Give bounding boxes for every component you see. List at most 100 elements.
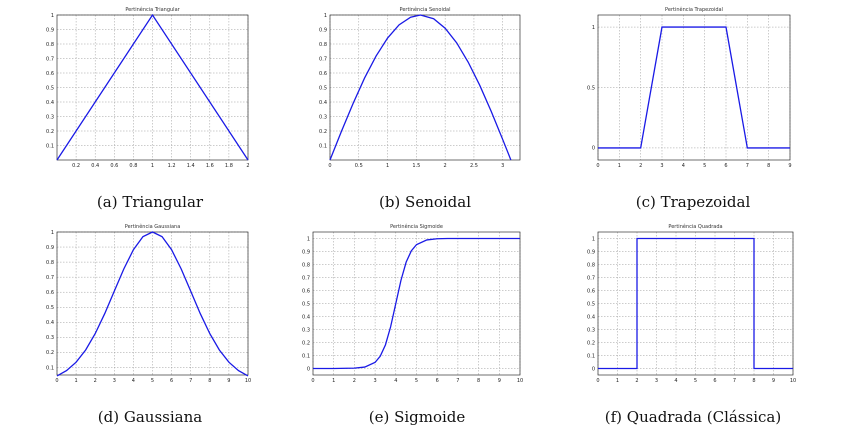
x-tick-label: 1: [75, 378, 78, 384]
y-tick-label: 0.4: [319, 100, 327, 106]
x-tick-label: 1: [332, 378, 335, 384]
x-tick-label: 8: [767, 163, 770, 169]
x-tick-label: 1.5: [412, 163, 420, 169]
membership-curve: [598, 26, 790, 149]
x-tick-label: 1.6: [206, 163, 214, 169]
x-tick-label: 1.4: [187, 163, 195, 169]
y-tick-label: 0.6: [46, 290, 54, 296]
y-tick-label: 0.1: [46, 365, 54, 371]
chart-panel-2: 0 0.5 1 1.5 2 2.5 3 0.1 0.2 0.3 0.4 0.5 0.6 0.7 0.8 0.9…: [319, 6, 521, 211]
chart-title: Pertinência Quadrada: [668, 223, 722, 230]
x-tick-label: 2: [444, 163, 447, 169]
x-tick-label: 0.2: [72, 163, 80, 169]
x-tick-label: 9: [772, 378, 775, 384]
x-tick-label: 0.5: [355, 163, 363, 169]
y-tick-label: 1: [51, 230, 54, 236]
y-tick-label: 0.5: [46, 305, 54, 311]
y-tick-label: 0.2: [319, 129, 327, 135]
x-tick-label: 1.8: [225, 163, 233, 169]
x-tick-label: 5: [694, 378, 697, 384]
x-tick-label: 4: [674, 378, 677, 384]
chart-title: Pertinência Gaussiana: [125, 223, 181, 230]
x-tick-label: 5: [151, 378, 154, 384]
x-tick-label: 3: [501, 163, 504, 169]
x-tick-label: 10: [245, 378, 251, 384]
plot-frame: [329, 14, 521, 161]
x-tick-label: 6: [436, 378, 439, 384]
y-tick-label: 0.9: [46, 27, 54, 33]
x-tick-label: 0: [311, 378, 314, 384]
x-tick-label: 1: [618, 163, 621, 169]
y-tick-label: 0.7: [319, 56, 327, 62]
x-tick-label: 2: [246, 163, 249, 169]
figure-caption: (f) Quadrada (Clássica): [605, 408, 781, 426]
x-tick-label: 1: [616, 378, 619, 384]
chart-title: Pertinência Trapezoidal: [665, 6, 723, 13]
x-tick-label: 9: [227, 378, 230, 384]
y-tick-label: 0.7: [46, 275, 54, 281]
plot-frame: [597, 14, 791, 161]
y-tick-label: 0.4: [587, 314, 595, 320]
x-tick-label: 3: [374, 378, 377, 384]
y-tick-label: 0.9: [587, 249, 595, 255]
x-tick-label: 0: [328, 163, 331, 169]
x-tick-label: 0: [55, 378, 58, 384]
x-tick-label: 4: [132, 378, 135, 384]
x-tick-label: 5: [415, 378, 418, 384]
x-tick-label: 0: [596, 163, 599, 169]
x-tick-label: 7: [189, 378, 192, 384]
figure-caption: (e) Sigmoide: [369, 408, 466, 426]
x-tick-label: 0.8: [129, 163, 137, 169]
y-tick-label: 0.5: [46, 85, 54, 91]
x-tick-label: 8: [477, 378, 480, 384]
y-tick-label: 0.3: [587, 327, 595, 333]
x-tick-label: 10: [517, 378, 523, 384]
y-tick-label: 0.2: [46, 129, 54, 135]
x-tick-label: 9: [788, 163, 791, 169]
x-tick-label: 1: [151, 163, 154, 169]
x-tick-label: 9: [498, 378, 501, 384]
y-tick-label: 0.8: [46, 42, 54, 48]
figure-caption: (b) Senoidal: [379, 193, 471, 211]
y-tick-label: 0.8: [302, 262, 310, 268]
x-tick-label: 3: [660, 163, 663, 169]
x-tick-label: 3: [655, 378, 658, 384]
y-tick-label: 1: [592, 25, 595, 31]
x-tick-label: 6: [170, 378, 173, 384]
y-tick-label: 0.5: [587, 85, 595, 91]
y-tick-label: 0.5: [319, 85, 327, 91]
x-tick-label: 5: [703, 163, 706, 169]
membership-curve: [56, 13, 249, 161]
chart-panel-3: 0 1 2 3 4 5 6 7 8 9 0 0.5 1 Pertinência Trapezoidal (c…: [587, 6, 792, 211]
y-tick-label: 0.8: [319, 42, 327, 48]
y-tick-label: 0: [592, 366, 595, 372]
y-tick-label: 0.4: [46, 320, 54, 326]
y-tick-label: 0.2: [587, 340, 595, 346]
x-tick-label: 0: [596, 378, 599, 384]
y-tick-label: 0.7: [302, 275, 310, 281]
y-tick-label: 0.9: [46, 245, 54, 251]
y-tick-label: 0.9: [302, 249, 310, 255]
membership-curve: [329, 14, 512, 161]
y-tick-label: 0.7: [587, 275, 595, 281]
x-tick-label: 6: [713, 378, 716, 384]
y-tick-label: 0.7: [46, 56, 54, 62]
y-tick-label: 0.6: [302, 288, 310, 294]
x-tick-label: 1.2: [168, 163, 176, 169]
x-tick-label: 10: [790, 378, 796, 384]
x-tick-label: 1: [386, 163, 389, 169]
y-tick-label: 1: [51, 13, 54, 19]
y-tick-label: 0.2: [302, 340, 310, 346]
x-tick-label: 2: [353, 378, 356, 384]
chart-panel-4: 0 1 2 3 4 5 6 7 8 9 10 0.1 0.2 0.3 0.4 0.5 0.6 0.7 0.8 0.9 1…: [46, 223, 251, 426]
y-tick-label: 1: [307, 236, 310, 242]
x-tick-label: 7: [733, 378, 736, 384]
y-tick-label: 0.3: [319, 114, 327, 120]
x-tick-label: 2.5: [470, 163, 478, 169]
x-tick-label: 8: [208, 378, 211, 384]
membership-curve: [598, 237, 793, 370]
y-tick-label: 0.5: [302, 301, 310, 307]
y-tick-label: 0.9: [319, 27, 327, 33]
x-tick-label: 0.4: [91, 163, 99, 169]
x-tick-label: 6: [724, 163, 727, 169]
